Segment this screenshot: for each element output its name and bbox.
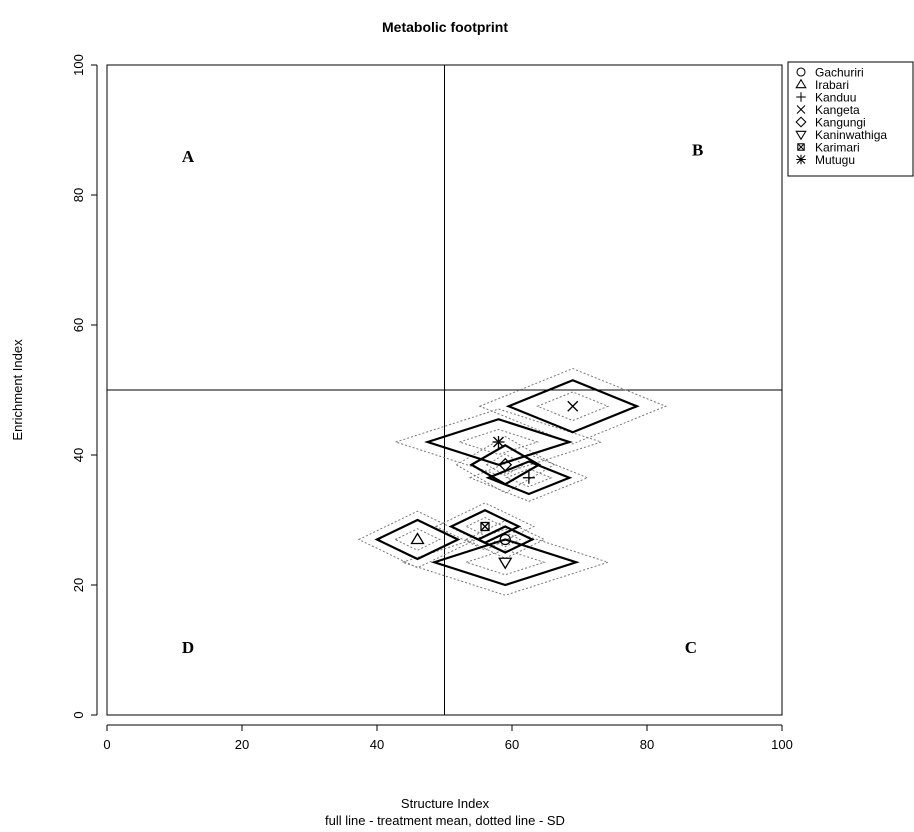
sd-inner-diamond-kaninwathiga bbox=[464, 549, 546, 576]
sd-outer-diamond-karimari bbox=[434, 502, 536, 551]
legend-marker-kaninwathiga-shape bbox=[795, 130, 807, 141]
legend-marker-kanduu bbox=[796, 92, 806, 102]
x-tick-label: 0 bbox=[103, 737, 110, 752]
sd-inner-diamond-gachuriri bbox=[489, 531, 522, 548]
legend-marker-kangeta-stroke bbox=[796, 105, 806, 114]
legend-marker-kangeta bbox=[796, 105, 806, 114]
quadrant-labels: A B C D bbox=[182, 141, 703, 657]
sd-outer-diamond-gachuriri bbox=[464, 520, 546, 559]
x-axis-title: Structure Index bbox=[401, 796, 490, 811]
point-marker-kangungi bbox=[498, 457, 513, 472]
mean-diamond-irabari bbox=[374, 518, 461, 561]
point-markers bbox=[410, 400, 579, 570]
mean-diamond-kangungi bbox=[469, 443, 542, 486]
legend-marker-gachuriri bbox=[796, 67, 806, 77]
legend-marker-karimari bbox=[797, 143, 805, 151]
legend-label-kangeta: Kangeta bbox=[815, 103, 860, 117]
y-axis: 0 20 40 60 80 100 bbox=[71, 54, 98, 719]
x-tick-label: 20 bbox=[235, 737, 249, 752]
point-marker-kangeta-stroke bbox=[567, 400, 579, 412]
legend-label-kanduu: Kanduu bbox=[815, 91, 856, 105]
point-marker-gachuriri bbox=[499, 533, 511, 546]
x-tick-label: 60 bbox=[505, 737, 519, 752]
mean-diamonds bbox=[374, 379, 640, 587]
point-marker-karimari-stroke bbox=[480, 522, 490, 531]
quadrant-label-c: C bbox=[685, 638, 697, 657]
y-tick-label: 0 bbox=[71, 711, 86, 718]
x-tick-label: 100 bbox=[771, 737, 793, 752]
legend-marker-mutugu-stroke bbox=[796, 155, 806, 164]
x-axis-note: full line - treatment mean, dotted line … bbox=[325, 813, 565, 828]
legend-label-irabari: Irabari bbox=[815, 78, 849, 92]
y-axis-title: Enrichment Index bbox=[10, 339, 25, 441]
legend: GachuririIrabariKanduuKangetaKangungiKan… bbox=[787, 61, 914, 177]
y-tick-label: 80 bbox=[71, 188, 86, 202]
sd-inner-diamond-mutugu bbox=[457, 428, 540, 456]
reference-lines bbox=[107, 65, 782, 715]
legend-label-kaninwathiga: Kaninwathiga bbox=[815, 128, 887, 142]
y-tick-label: 100 bbox=[71, 54, 86, 76]
x-tick-label: 40 bbox=[370, 737, 384, 752]
point-marker-kangeta bbox=[567, 400, 579, 412]
legend-box bbox=[787, 61, 914, 177]
sd-inner-diamond-kangeta bbox=[536, 391, 610, 422]
quadrant-label-a: A bbox=[182, 147, 195, 166]
legend-marker-irabari-shape bbox=[795, 78, 807, 89]
mean-diamond-mutugu bbox=[424, 418, 573, 466]
mean-diamond-kangeta bbox=[505, 379, 640, 434]
mean-diamond-karimari bbox=[448, 509, 522, 544]
point-marker-irabari bbox=[410, 532, 425, 545]
point-marker-kaninwathiga bbox=[498, 557, 513, 570]
legend-marker-kaninwathiga bbox=[795, 130, 807, 141]
mean-diamond-gachuriri bbox=[475, 525, 535, 554]
y-tick-label: 20 bbox=[71, 578, 86, 592]
quadrant-label-b: B bbox=[692, 141, 703, 160]
sd-inner-diamond-irabari bbox=[394, 528, 441, 551]
mean-diamond-kanduu bbox=[485, 460, 573, 496]
legend-marker-irabari bbox=[795, 78, 807, 89]
legend-label-karimari: Karimari bbox=[815, 141, 860, 155]
sd-outer-diamond-kangeta bbox=[478, 368, 668, 445]
sd-inner-diamond-kanduu bbox=[505, 468, 553, 488]
legend-label-kangungi: Kangungi bbox=[815, 116, 866, 130]
legend-marker-kangungi-shape bbox=[795, 116, 807, 128]
point-marker-karimari bbox=[480, 521, 490, 532]
sd-diamonds bbox=[357, 368, 668, 596]
point-marker-kangungi-shape bbox=[498, 457, 513, 472]
point-marker-mutugu bbox=[492, 436, 505, 448]
x-axis: 0 20 40 60 80 100 bbox=[103, 724, 793, 752]
legend-marker-karimari-shape bbox=[797, 143, 805, 151]
point-marker-karimari-shape bbox=[480, 521, 490, 532]
legend-marker-mutugu bbox=[796, 154, 806, 165]
y-tick-label: 60 bbox=[71, 318, 86, 332]
legend-label-gachuriri: Gachuriri bbox=[815, 66, 864, 80]
quadrant-label-d: D bbox=[182, 638, 194, 657]
point-marker-kaninwathiga-shape bbox=[498, 557, 513, 570]
mean-diamond-kaninwathiga bbox=[430, 538, 580, 587]
legend-label-mutugu: Mutugu bbox=[815, 153, 855, 167]
sd-outer-diamond-kangungi bbox=[455, 435, 556, 494]
point-marker-mutugu-stroke bbox=[493, 436, 504, 448]
legend-marker-gachuriri-shape bbox=[796, 67, 806, 77]
point-marker-irabari-shape bbox=[410, 532, 425, 545]
legend-marker-karimari-stroke bbox=[797, 143, 805, 151]
chart-title: Metabolic footprint bbox=[382, 19, 508, 35]
sd-outer-diamond-irabari bbox=[357, 510, 478, 569]
y-tick-label: 40 bbox=[71, 448, 86, 462]
point-marker-kanduu bbox=[522, 471, 535, 484]
legend-marker-kangungi bbox=[795, 116, 807, 128]
x-tick-label: 80 bbox=[640, 737, 654, 752]
point-marker-gachuriri-shape bbox=[499, 533, 511, 546]
